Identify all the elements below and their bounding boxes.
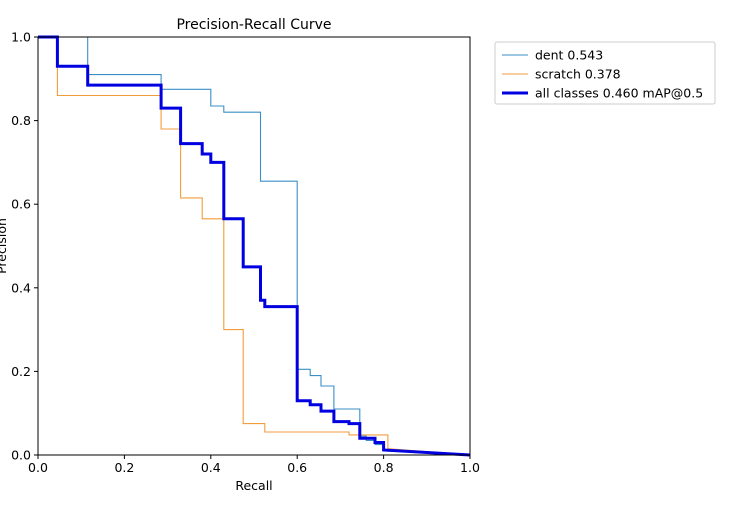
- chart-title: Precision-Recall Curve: [176, 17, 331, 33]
- y-tick-label: 0.6: [11, 197, 31, 212]
- legend-label-2: scratch 0.378: [535, 67, 621, 82]
- x-tick-label: 1.0: [460, 460, 480, 475]
- series-layer: [38, 35, 471, 457]
- legend-label-3: all classes 0.460 mAP@0.5: [535, 86, 703, 101]
- ticks-layer: 0.0 0.2 0.4 0.6 0.8 1.0 0.0 0.2 0.4 0.6 0.8 1.0: [11, 30, 480, 476]
- series-line-3: [38, 35, 471, 457]
- y-tick-label: 0.8: [11, 113, 31, 128]
- x-tick-label: 0.8: [374, 460, 394, 475]
- y-tick-label: 1.0: [11, 30, 31, 45]
- x-axis-title: Recall: [235, 478, 272, 493]
- x-tick-label: 0.2: [114, 460, 134, 475]
- y-tick-label: 0.0: [11, 448, 31, 463]
- series-line-1: [38, 36, 471, 456]
- x-tick-label: 0.6: [287, 460, 307, 475]
- x-tick-label: 0.4: [201, 460, 221, 475]
- y-tick-label: 0.2: [11, 364, 31, 379]
- legend-label-1: dent 0.543: [535, 48, 603, 63]
- y-axis-title: Precision: [0, 218, 9, 274]
- y-tick-label: 0.4: [11, 280, 31, 295]
- legend: dent 0.543 scratch 0.378 all classes 0.460…: [494, 41, 716, 105]
- x-tick-label: 0.0: [28, 460, 48, 475]
- legend-frame: [494, 41, 716, 105]
- plot-frame: [37, 36, 471, 456]
